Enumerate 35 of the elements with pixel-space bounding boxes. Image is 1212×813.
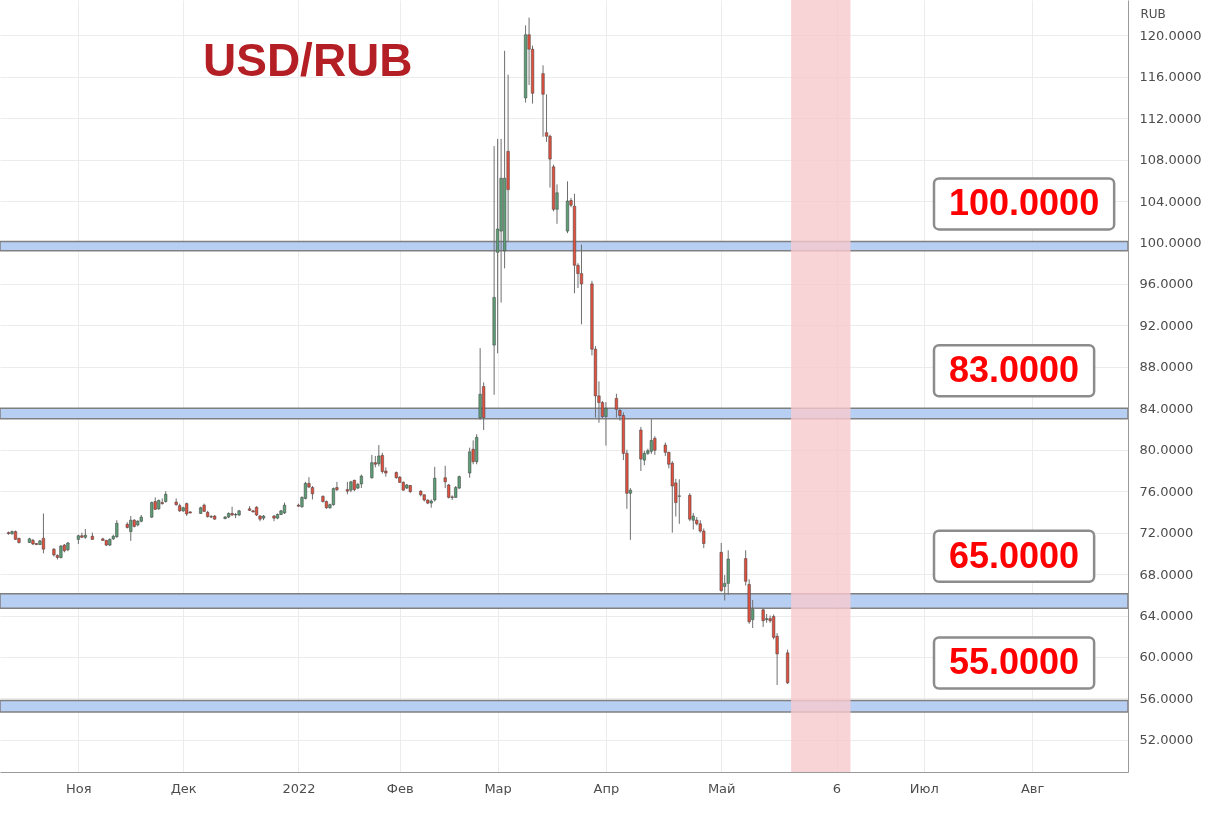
y-tick-label: 68.0000 (1139, 566, 1194, 582)
y-tick-label: 76.0000 (1139, 483, 1194, 499)
band-label: 65.0000 (949, 534, 1080, 576)
y-axis-title: RUB (1140, 6, 1166, 21)
x-tick-label: Ноя (66, 780, 92, 796)
x-tick-label: Авг (1020, 780, 1045, 796)
x-tick-label: 2022 (282, 780, 316, 796)
y-tick-label: 104.0000 (1139, 193, 1202, 209)
y-tick-label: 112.0000 (1139, 110, 1202, 126)
y-tick-label: 100.0000 (1139, 234, 1202, 250)
x-tick-label: Дек (170, 780, 197, 796)
y-tick-label: 72.0000 (1139, 525, 1194, 541)
x-tick-label: 6 (832, 780, 842, 796)
band-label: 83.0000 (949, 349, 1080, 391)
band-label: 100.0000 (949, 182, 1100, 224)
y-tick-label: 96.0000 (1139, 276, 1194, 292)
candlestick (541, 64, 545, 138)
y-tick-label: 64.0000 (1139, 608, 1194, 624)
x-tick-label: Май (707, 780, 736, 796)
x-tick-label: Мар (484, 780, 512, 796)
y-tick-label: 80.0000 (1139, 442, 1194, 458)
y-tick-label: 56.0000 (1139, 690, 1194, 706)
text: USD/RUB (203, 34, 413, 86)
y-tick-label: 116.0000 (1139, 69, 1202, 85)
band-label: 55.0000 (949, 641, 1080, 683)
y-tick-label: 108.0000 (1139, 152, 1202, 168)
x-tick-label: Апр (593, 780, 620, 796)
x-tick-label: Фев (386, 780, 414, 796)
x-tick-label: Июл (909, 780, 939, 796)
y-tick-label: 60.0000 (1139, 649, 1194, 665)
y-tick-label: 84.0000 (1139, 400, 1194, 416)
y-tick-label: 52.0000 (1139, 732, 1194, 748)
y-tick-label: 120.0000 (1139, 27, 1202, 43)
y-tick-label: 88.0000 (1139, 359, 1194, 375)
y-tick-label: 92.0000 (1139, 317, 1194, 333)
